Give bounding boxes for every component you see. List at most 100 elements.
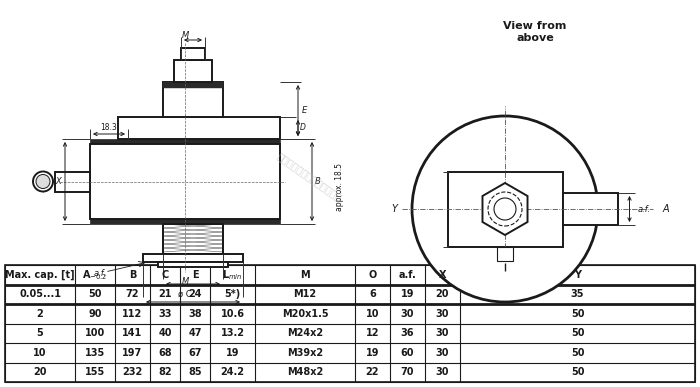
Text: 135: 135 (85, 348, 105, 358)
Circle shape (494, 198, 516, 220)
Text: $\mathbf{A}_{-0.2}$: $\mathbf{A}_{-0.2}$ (83, 268, 108, 282)
Text: 30: 30 (435, 367, 449, 377)
Text: 197: 197 (122, 348, 143, 358)
Text: 60: 60 (400, 348, 414, 358)
Bar (497, 247, 513, 260)
Text: 67: 67 (188, 348, 202, 358)
Bar (163, 224, 223, 254)
Text: 20: 20 (34, 367, 47, 377)
Text: Y: Y (574, 270, 581, 280)
Text: 100: 100 (85, 328, 105, 338)
Text: a.f.: a.f. (398, 270, 416, 280)
Polygon shape (482, 183, 528, 235)
Text: a.f.: a.f. (638, 204, 651, 214)
Text: 广州众鑫自动化技术有限公司: 广州众鑫自动化技术有限公司 (276, 151, 344, 203)
Bar (163, 82, 223, 88)
Text: 30: 30 (400, 309, 414, 319)
Text: 50: 50 (570, 367, 584, 377)
Text: M24x2: M24x2 (287, 328, 323, 338)
Bar (90, 144, 280, 219)
Text: 50: 50 (88, 289, 102, 299)
Text: 22: 22 (365, 367, 379, 377)
Text: A: A (663, 204, 670, 214)
Text: 141: 141 (122, 328, 143, 338)
Text: 10: 10 (34, 348, 47, 358)
Bar (90, 139, 280, 144)
Text: $\mathbf{L}_{min}$: $\mathbf{L}_{min}$ (222, 268, 243, 282)
Text: O: O (368, 270, 377, 280)
Text: 24.2: 24.2 (220, 367, 244, 377)
Bar (158, 262, 228, 267)
Text: 33: 33 (158, 309, 172, 319)
Text: 36: 36 (400, 328, 414, 338)
Text: 30: 30 (435, 328, 449, 338)
Text: 232: 232 (122, 367, 143, 377)
Text: 72: 72 (126, 289, 139, 299)
Text: 30: 30 (435, 348, 449, 358)
Bar (174, 60, 212, 82)
Circle shape (36, 175, 50, 188)
Text: Max. cap. [t]: Max. cap. [t] (5, 270, 75, 280)
Text: 20: 20 (435, 289, 449, 299)
Text: 90: 90 (88, 309, 102, 319)
Text: 85: 85 (188, 367, 202, 377)
Text: 38: 38 (188, 309, 202, 319)
Text: M12: M12 (293, 289, 316, 299)
Text: 50: 50 (570, 309, 584, 319)
Text: approx. 18.5: approx. 18.5 (335, 163, 344, 211)
Text: D: D (300, 123, 306, 132)
Text: 30: 30 (435, 309, 449, 319)
Text: 112: 112 (122, 309, 143, 319)
Text: 18.3: 18.3 (101, 123, 118, 132)
Text: 12: 12 (365, 328, 379, 338)
Text: 19: 19 (365, 348, 379, 358)
Text: 19: 19 (225, 348, 239, 358)
Bar (55, 171, 90, 192)
Circle shape (33, 171, 53, 192)
Text: 21: 21 (158, 289, 172, 299)
Text: 35: 35 (570, 289, 584, 299)
Text: 82: 82 (158, 367, 172, 377)
Bar (5, 265, 695, 382)
Text: B: B (129, 270, 137, 280)
Text: ø C: ø C (178, 289, 192, 298)
Text: 47: 47 (188, 328, 202, 338)
Text: M: M (181, 276, 188, 286)
Circle shape (488, 192, 522, 226)
Bar (163, 82, 223, 117)
Text: 50: 50 (570, 348, 584, 358)
Text: 70: 70 (400, 367, 414, 377)
Text: E: E (192, 270, 198, 280)
Text: 5*): 5*) (225, 289, 241, 299)
Circle shape (412, 116, 598, 302)
Text: 68: 68 (158, 348, 172, 358)
Bar (163, 224, 223, 254)
Text: 2: 2 (36, 309, 43, 319)
Text: M20x1.5: M20x1.5 (281, 309, 328, 319)
Text: M39x2: M39x2 (287, 348, 323, 358)
Text: 19: 19 (400, 289, 414, 299)
Text: a.f.: a.f. (93, 269, 106, 279)
Text: B: B (315, 177, 321, 186)
Text: X: X (439, 270, 447, 280)
Text: E: E (302, 106, 307, 115)
Text: 6: 6 (369, 289, 376, 299)
Bar (143, 254, 243, 262)
Bar (118, 117, 280, 139)
Text: 5: 5 (36, 328, 43, 338)
Text: 50: 50 (570, 328, 584, 338)
Bar (447, 171, 563, 247)
Text: 13.2: 13.2 (220, 328, 244, 338)
Text: 155: 155 (85, 367, 105, 377)
Bar (90, 219, 280, 224)
Text: M: M (300, 270, 310, 280)
Text: M: M (181, 31, 188, 39)
Text: M48x2: M48x2 (287, 367, 323, 377)
Text: C: C (162, 270, 169, 280)
Text: Y: Y (391, 204, 397, 214)
Text: 0.05...1: 0.05...1 (19, 289, 61, 299)
Text: 10: 10 (365, 309, 379, 319)
Text: 24: 24 (188, 289, 202, 299)
Text: View from
above: View from above (503, 21, 567, 43)
Bar (181, 48, 205, 60)
